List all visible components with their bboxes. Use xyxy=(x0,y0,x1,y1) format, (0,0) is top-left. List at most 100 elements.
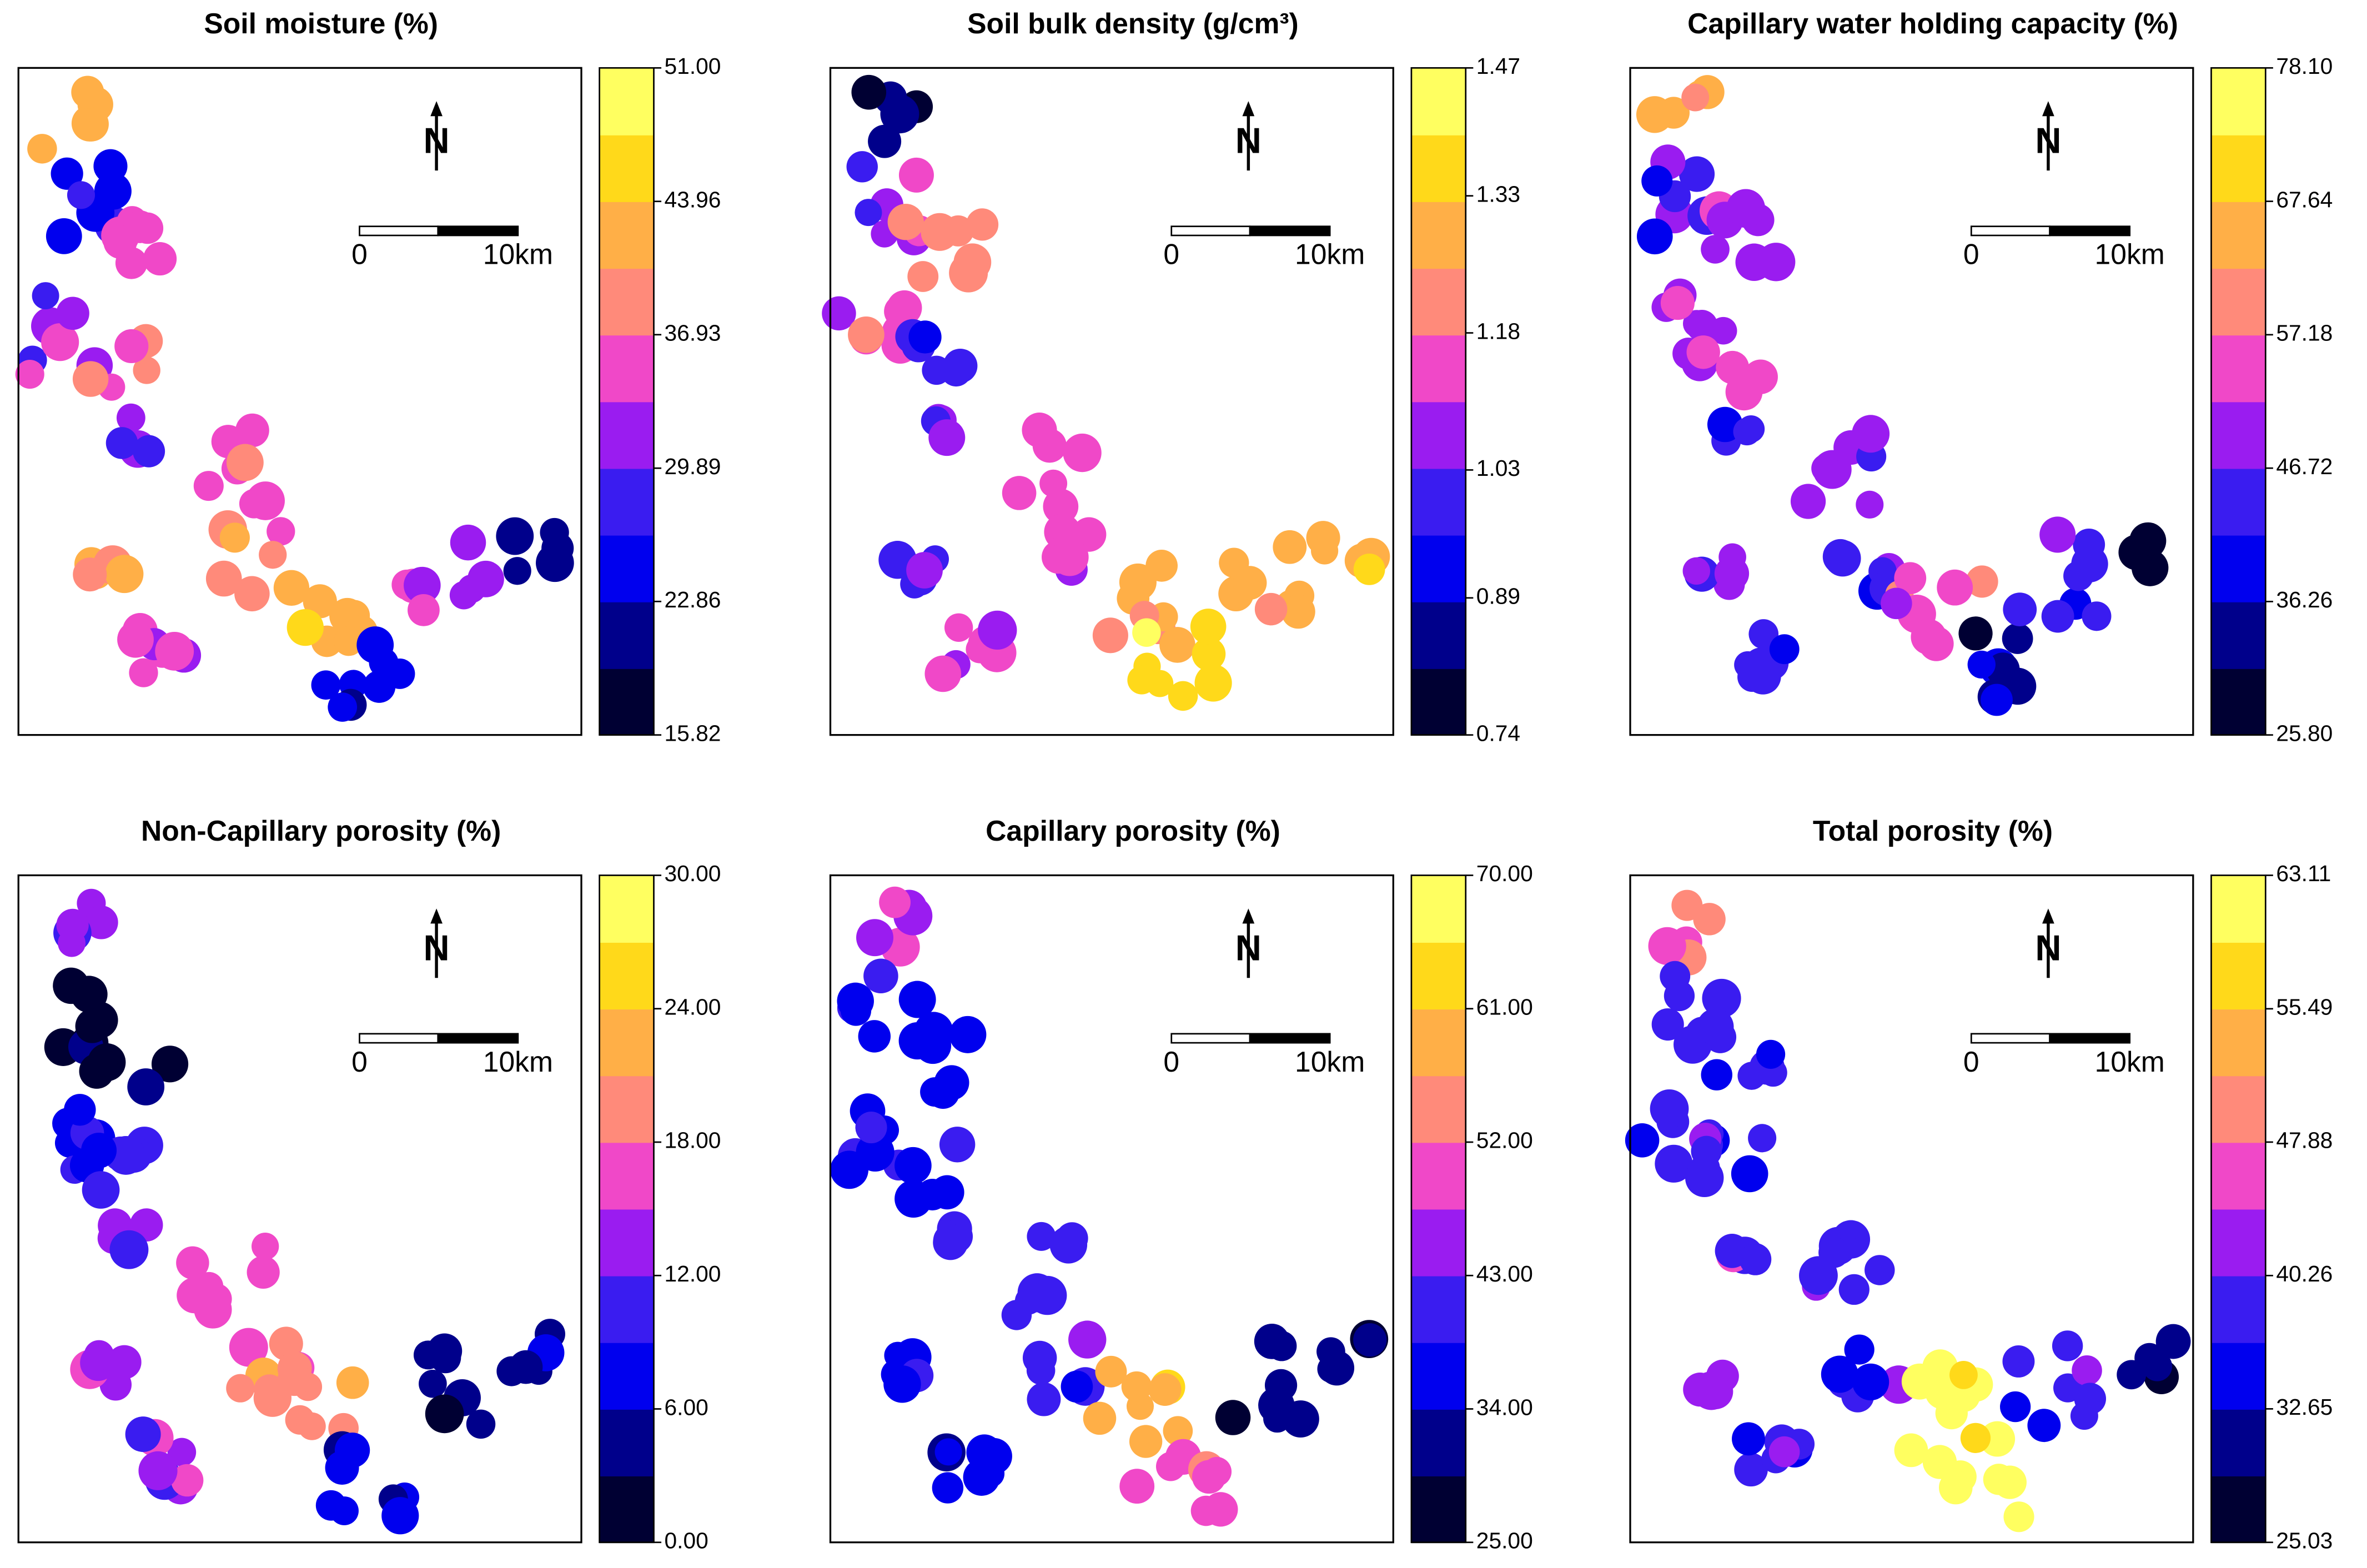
map-point xyxy=(1732,1422,1765,1456)
north-label: N xyxy=(1235,120,1262,160)
map-point xyxy=(105,427,138,459)
map-point xyxy=(1095,1355,1127,1388)
colorbar-frame xyxy=(2210,875,2267,1544)
map-point xyxy=(2082,601,2112,631)
map-area xyxy=(830,886,1389,1527)
map-point xyxy=(1822,539,1858,575)
colorbar-band xyxy=(599,201,654,269)
map-point xyxy=(536,544,574,582)
colorbar-band xyxy=(599,1409,654,1477)
colorbar-tick-label: 6.00 xyxy=(665,1394,708,1420)
map-point xyxy=(1937,569,1973,606)
map-point xyxy=(884,1341,912,1369)
colorbar-tick-label: 24.00 xyxy=(665,994,721,1019)
map-point xyxy=(429,1341,461,1374)
colorbar-band xyxy=(1411,68,1466,135)
scale-bar-white xyxy=(1170,225,1251,237)
map-point xyxy=(170,1464,204,1497)
panel-title: Soil moisture (%) xyxy=(204,7,438,39)
map-point xyxy=(419,1369,447,1398)
map-point xyxy=(90,1049,118,1077)
map-point xyxy=(457,574,486,603)
map-point xyxy=(1865,1255,1895,1285)
scale-start: 0 xyxy=(1163,238,1179,270)
map-point xyxy=(334,626,364,656)
colorbar-band xyxy=(1411,1475,1466,1544)
colorbar-tick-label: 25.80 xyxy=(2276,720,2333,746)
map-point xyxy=(109,1230,149,1269)
map-point xyxy=(133,356,160,384)
scale-end: 10km xyxy=(2095,1046,2165,1078)
colorbar-tick-label: 1.33 xyxy=(1476,181,1520,207)
map-point xyxy=(1734,651,1762,679)
map-point xyxy=(906,552,943,589)
map-point xyxy=(311,670,341,700)
map-point xyxy=(2052,1330,2083,1361)
map-point xyxy=(540,517,569,547)
map-point xyxy=(851,74,887,110)
map-point xyxy=(1648,927,1686,965)
map-point xyxy=(2155,1324,2191,1359)
map-point xyxy=(1650,1089,1689,1128)
panel: Soil bulk density (g/cm³) N 0 10km 0.74 0.89 1… xyxy=(822,7,1520,746)
map-point xyxy=(1027,1222,1056,1251)
map-area xyxy=(44,888,565,1535)
map-point xyxy=(1935,1396,1968,1430)
colorbar-band xyxy=(1411,875,1466,943)
colorbar-tick-label: 55.49 xyxy=(2276,994,2333,1020)
colorbar-band xyxy=(1411,1275,1466,1343)
map-point xyxy=(2002,623,2033,654)
map-point xyxy=(56,296,89,330)
colorbar-band xyxy=(1411,1008,1466,1077)
map-point xyxy=(1697,1008,1734,1046)
colorbar-band xyxy=(2211,1008,2266,1077)
map-point xyxy=(1693,903,1726,936)
map-point xyxy=(1641,165,1673,197)
colorbar-tick-label: 29.89 xyxy=(665,454,721,479)
map-point xyxy=(267,517,295,546)
map-point xyxy=(64,1094,96,1126)
map-point xyxy=(234,576,270,612)
map-point xyxy=(1686,310,1718,342)
map-point xyxy=(1163,1416,1193,1446)
colorbar-frame xyxy=(1410,875,1467,1544)
map-point xyxy=(1168,681,1198,711)
map-point xyxy=(933,1224,967,1258)
map-point xyxy=(868,124,902,158)
map-point xyxy=(1660,285,1695,320)
colorbar-band xyxy=(599,668,654,736)
map-point xyxy=(167,1438,197,1467)
map-point xyxy=(2039,516,2076,553)
map-point xyxy=(2027,1409,2061,1443)
map-point xyxy=(1726,189,1766,228)
map-point xyxy=(1811,454,1840,483)
map-point xyxy=(1737,1062,1766,1090)
map-point xyxy=(1273,530,1307,564)
map-point xyxy=(855,199,882,227)
map-point xyxy=(1311,537,1339,565)
colorbar-tick-label: 32.65 xyxy=(2276,1394,2333,1420)
north-arrow-head xyxy=(1242,101,1255,117)
map-point xyxy=(1911,619,1947,655)
colorbar-band xyxy=(1411,1075,1466,1143)
map-point xyxy=(1254,592,1288,626)
map-point xyxy=(151,1046,189,1083)
colorbar-band xyxy=(2211,201,2266,269)
map-point xyxy=(2003,592,2037,626)
map-point xyxy=(1353,1323,1387,1357)
map-point xyxy=(894,1147,932,1184)
map-point xyxy=(356,626,394,664)
north-label: N xyxy=(1235,928,1262,968)
colorbar-band xyxy=(1411,268,1466,336)
colorbar-tick-label: 0.00 xyxy=(665,1528,708,1554)
panel: Capillary porosity (%) N 0 10km 25.00 34.00 43… xyxy=(829,815,1533,1554)
map-point xyxy=(1999,1391,2031,1423)
map-point xyxy=(1735,243,1773,281)
colorbar-frame xyxy=(1410,67,1467,736)
map-point xyxy=(246,481,285,520)
map-point xyxy=(330,1496,359,1525)
colorbar-band xyxy=(1411,201,1466,269)
map-point xyxy=(2003,1501,2034,1532)
map-point xyxy=(1692,1371,1731,1410)
